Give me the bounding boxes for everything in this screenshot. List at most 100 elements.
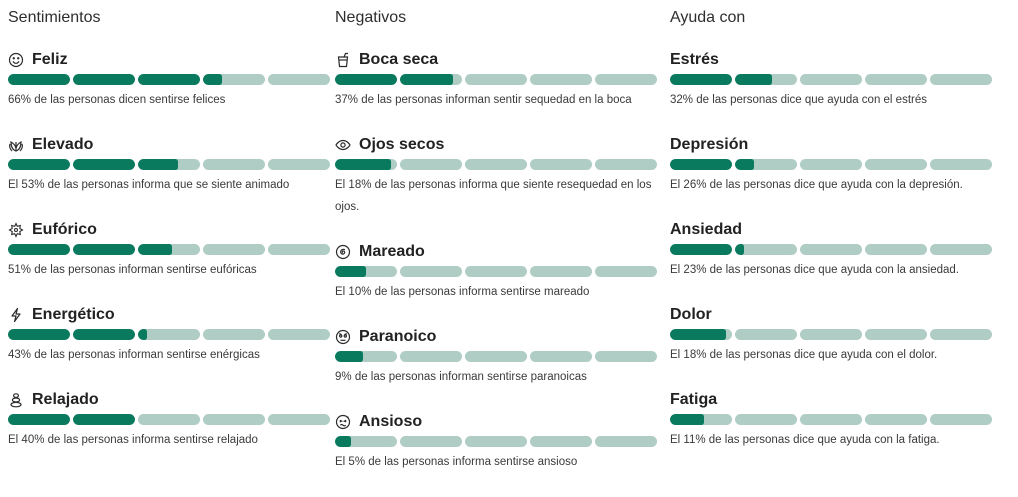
bar-segment (335, 351, 397, 362)
effect-item: Energético 43% de las personas informan s… (8, 305, 335, 366)
effect-item: Ansiedad El 23% de las personas dice que … (670, 220, 1005, 281)
bar-fill (8, 244, 70, 255)
percentage-bar (8, 244, 330, 255)
bar-segment (268, 414, 330, 425)
effect-description: El 5% de las personas informa sentirse a… (335, 456, 578, 468)
effect-header: Ansioso (335, 412, 670, 432)
effect-description: El 18% de las personas informa que sient… (335, 179, 652, 213)
bar-segment (865, 74, 927, 85)
effect-description: 9% de las personas informan sentirse par… (335, 371, 587, 383)
effect-description: El 23% de las personas dice que ayuda co… (670, 264, 959, 276)
effect-label: Depresión (670, 136, 749, 153)
bar-segment (465, 436, 527, 447)
percentage-bar (670, 74, 992, 85)
effect-item: Estrés 32% de las personas dice que ayuda… (670, 50, 1005, 111)
bar-segment (530, 436, 592, 447)
effect-description: 37% de las personas informan sentir sequ… (335, 94, 632, 106)
effect-item: Relajado El 40% de las personas informa s… (8, 390, 335, 451)
effect-description: 51% de las personas informan sentirse eu… (8, 264, 257, 276)
bar-segment (465, 159, 527, 170)
effect-label: Ojos secos (359, 136, 445, 153)
effect-label: Estrés (670, 51, 719, 68)
effect-header: Ojos secos (335, 135, 670, 155)
percentage-bar (8, 414, 330, 425)
bar-segment (865, 329, 927, 340)
bar-segment (865, 414, 927, 425)
effect-description: 32% de las personas dice que ayuda con e… (670, 94, 927, 106)
bar-segment (8, 159, 70, 170)
stones-icon (8, 392, 24, 408)
bar-fill (73, 414, 135, 425)
effect-label: Dolor (670, 306, 712, 323)
column-ayuda-con: Ayuda con Estrés 32% de las personas dice… (670, 0, 1005, 497)
bar-segment (800, 244, 862, 255)
bar-segment (930, 74, 992, 85)
bar-fill (8, 329, 70, 340)
effect-header: Fatiga (670, 390, 1005, 410)
bar-segment (530, 159, 592, 170)
bar-segment (73, 244, 135, 255)
smile-icon (8, 52, 24, 68)
worried-face-icon (335, 329, 351, 345)
effect-label: Elevado (32, 136, 94, 153)
bar-segment (268, 244, 330, 255)
effect-header: Mareado (335, 242, 670, 262)
leaves-icon (8, 137, 24, 153)
percentage-bar (670, 414, 992, 425)
bar-segment (530, 266, 592, 277)
bar-fill (670, 74, 732, 85)
effect-header: Ansiedad (670, 220, 1005, 240)
effect-description: El 40% de las personas informa sentirse … (8, 434, 258, 446)
bar-fill (335, 74, 397, 85)
bar-fill (670, 159, 732, 170)
bar-segment (465, 74, 527, 85)
effect-label: Boca seca (359, 51, 439, 68)
item-list: Boca seca 37% de las personas informan se… (335, 50, 670, 473)
bar-fill (335, 351, 363, 362)
starburst-icon (8, 222, 24, 238)
percentage-bar (8, 74, 330, 85)
bar-segment (8, 414, 70, 425)
effect-description: El 53% de las personas informa que se si… (8, 179, 290, 191)
bar-segment (335, 436, 397, 447)
effect-description: 43% de las personas informan sentirse en… (8, 349, 260, 361)
effect-item: Eufórico 51% de las personas informan sen… (8, 220, 335, 281)
bar-segment (735, 329, 797, 340)
effect-label: Paranoico (359, 328, 437, 345)
bar-segment (800, 329, 862, 340)
effect-header: Elevado (8, 135, 335, 155)
bar-segment (268, 159, 330, 170)
effect-item: Ojos secos El 18% de las personas informa… (335, 135, 670, 218)
bar-segment (203, 414, 265, 425)
column-title: Negativos (335, 9, 407, 26)
bar-segment (735, 159, 797, 170)
bar-segment (138, 414, 200, 425)
bar-segment (400, 74, 462, 85)
effect-item: Depresión El 26% de las personas dice que… (670, 135, 1005, 196)
effect-label: Ansioso (359, 413, 423, 430)
bar-segment (800, 74, 862, 85)
column-sentimientos: Sentimientos Feliz 66% de las personas di… (0, 0, 335, 497)
bar-segment (268, 329, 330, 340)
bar-segment (138, 244, 200, 255)
bar-segment (203, 329, 265, 340)
bar-fill (670, 414, 705, 425)
effect-header: Eufórico (8, 220, 335, 240)
percentage-bar (8, 329, 330, 340)
percentage-bar (670, 244, 992, 255)
effect-item: Fatiga El 11% de las personas dice que ay… (670, 390, 1005, 451)
bar-segment (670, 159, 732, 170)
effect-header: Paranoico (335, 327, 670, 347)
column-negativos: Negativos Boca seca 37% de las personas i… (335, 0, 670, 497)
bar-fill (335, 436, 351, 447)
effect-header: Relajado (8, 390, 335, 410)
bar-fill (138, 74, 200, 85)
bar-segment (400, 436, 462, 447)
bar-segment (595, 74, 657, 85)
bar-segment (73, 74, 135, 85)
bar-segment (670, 414, 732, 425)
bar-segment (335, 266, 397, 277)
bar-fill (335, 159, 391, 170)
effect-header: Energético (8, 305, 335, 325)
effect-item: Paranoico 9% de las personas informan sen… (335, 327, 670, 388)
